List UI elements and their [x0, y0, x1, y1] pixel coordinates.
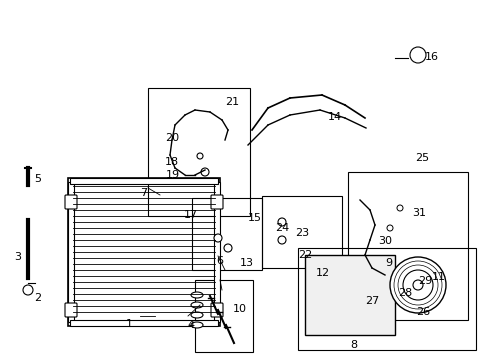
- Ellipse shape: [191, 302, 203, 308]
- Bar: [305, 255, 394, 335]
- Text: 11: 11: [431, 272, 445, 282]
- FancyBboxPatch shape: [65, 195, 77, 209]
- Text: 13: 13: [240, 258, 253, 268]
- Text: 24: 24: [274, 223, 289, 233]
- Circle shape: [278, 236, 285, 244]
- Circle shape: [201, 168, 208, 176]
- Text: 7: 7: [140, 188, 147, 198]
- Text: 5: 5: [34, 174, 41, 184]
- FancyBboxPatch shape: [65, 303, 77, 317]
- Text: 23: 23: [294, 228, 308, 238]
- Text: 9: 9: [384, 258, 391, 268]
- Text: 2: 2: [34, 293, 41, 303]
- Circle shape: [278, 218, 285, 226]
- Text: 21: 21: [224, 97, 239, 107]
- Bar: [70, 320, 218, 326]
- Bar: [262, 196, 341, 268]
- Bar: [297, 248, 475, 350]
- Text: 22: 22: [297, 250, 312, 260]
- Text: 12: 12: [315, 268, 329, 278]
- Circle shape: [197, 153, 203, 159]
- Ellipse shape: [191, 292, 203, 298]
- Text: 10: 10: [232, 304, 246, 314]
- Bar: [214, 182, 220, 322]
- Circle shape: [402, 270, 432, 300]
- Text: 20: 20: [164, 133, 179, 143]
- Circle shape: [424, 297, 430, 303]
- Bar: [68, 178, 220, 326]
- Bar: [68, 182, 74, 322]
- Text: 8: 8: [349, 340, 356, 350]
- Circle shape: [409, 47, 425, 63]
- Circle shape: [389, 257, 445, 313]
- Text: 19: 19: [165, 170, 180, 180]
- Bar: [70, 178, 218, 184]
- Circle shape: [412, 280, 422, 290]
- Bar: [148, 88, 249, 216]
- Text: 1: 1: [126, 319, 133, 329]
- Circle shape: [401, 275, 407, 281]
- Text: 31: 31: [411, 208, 425, 218]
- Text: 16: 16: [424, 52, 438, 62]
- Text: 3: 3: [14, 252, 21, 262]
- Text: 17: 17: [183, 210, 198, 220]
- Text: 29: 29: [417, 276, 431, 286]
- Circle shape: [396, 205, 402, 211]
- Text: 28: 28: [397, 288, 411, 298]
- Text: 27: 27: [364, 296, 379, 306]
- Circle shape: [386, 225, 392, 231]
- Text: 25: 25: [414, 153, 428, 163]
- Text: 18: 18: [164, 157, 179, 167]
- Bar: [192, 198, 262, 270]
- Circle shape: [224, 244, 231, 252]
- FancyBboxPatch shape: [210, 195, 223, 209]
- Circle shape: [214, 234, 222, 242]
- Text: 15: 15: [247, 213, 262, 223]
- Text: 4: 4: [186, 320, 194, 330]
- Circle shape: [23, 285, 33, 295]
- Text: 6: 6: [216, 256, 223, 266]
- FancyBboxPatch shape: [210, 303, 223, 317]
- Ellipse shape: [191, 312, 203, 318]
- Text: 14: 14: [327, 112, 342, 122]
- Bar: [347, 172, 467, 320]
- Text: 26: 26: [415, 307, 429, 317]
- Ellipse shape: [191, 322, 203, 328]
- Circle shape: [416, 285, 422, 291]
- Bar: [195, 280, 252, 352]
- Text: 30: 30: [377, 236, 391, 246]
